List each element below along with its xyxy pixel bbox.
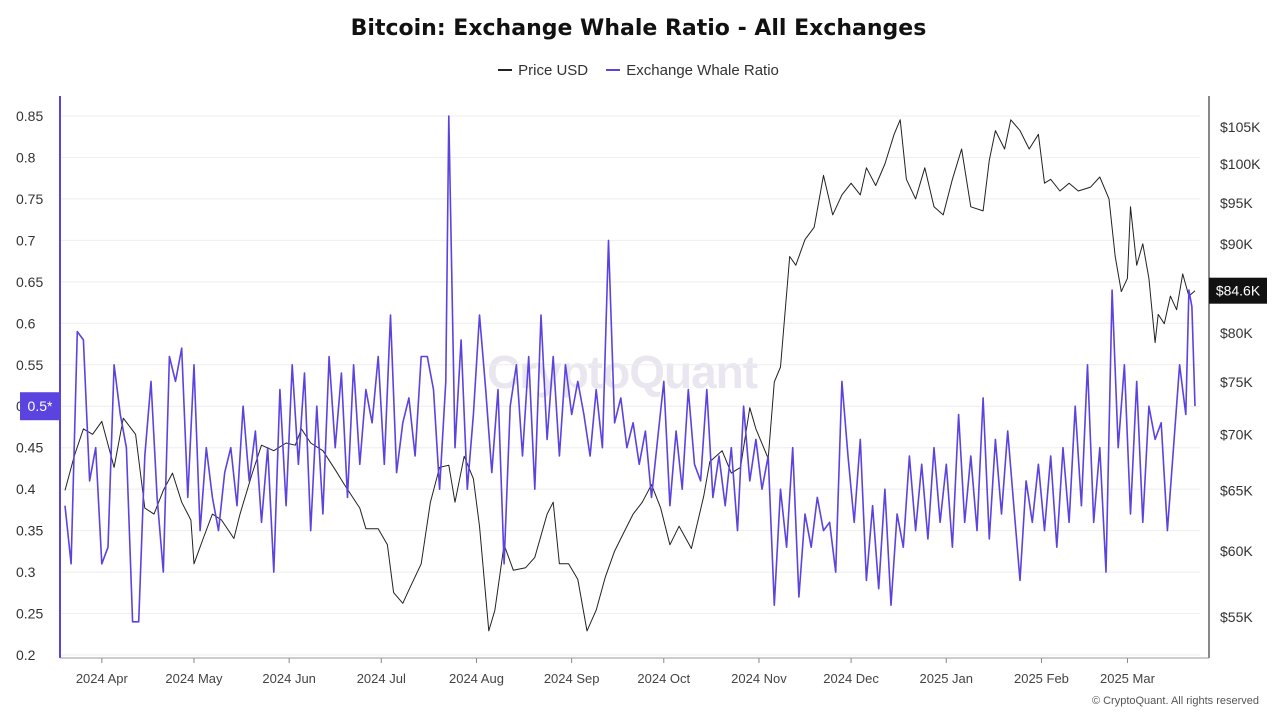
y-left-tick-label: 0.55 <box>16 357 43 373</box>
y-left-tick-label: 0.35 <box>16 523 43 539</box>
y-left-tick-label: 0.65 <box>16 274 43 290</box>
x-tick-label: 2024 Apr <box>76 671 129 686</box>
x-tick-label: 2025 Mar <box>1100 671 1156 686</box>
x-tick-label: 2024 Aug <box>449 671 504 686</box>
series-whale-ratio-line <box>64 115 1196 623</box>
y-right-tick-label: $90K <box>1220 236 1253 252</box>
y-left-tick-label: 0.6 <box>16 315 36 331</box>
y-left-tick-label: 0.4 <box>16 481 36 497</box>
y-left-tick-label: 0.85 <box>16 108 43 124</box>
y-right-tick-label: $75K <box>1220 374 1253 390</box>
axes <box>59 96 1210 663</box>
x-tick-label: 2025 Feb <box>1014 671 1069 686</box>
copyright-notice: © CryptoQuant. All rights reserved <box>1091 695 1259 707</box>
legend-item-ratio[interactable]: Exchange Whale Ratio <box>606 62 779 79</box>
x-tick-label: 2024 Jun <box>262 671 316 686</box>
y-left-tick-label: 0.75 <box>16 191 43 207</box>
chart-title: Bitcoin: Exchange Whale Ratio - All Exch… <box>350 16 927 41</box>
y-left-tick-label: 0.25 <box>16 606 43 622</box>
price-last-badge <box>1209 277 1267 304</box>
x-tick-label: 2024 Dec <box>823 671 879 686</box>
y-left-tick-label: 0.7 <box>16 232 36 248</box>
legend-label-price: Price USD <box>518 61 589 79</box>
tick-labels: 0.850.80.750.70.650.60.550.50.450.40.350… <box>16 108 1261 686</box>
x-tick-label: 2024 Sep <box>544 671 600 686</box>
value-badges: $84.6K 0.5* <box>20 277 1267 421</box>
legend-swatch-ratio <box>606 69 621 71</box>
price-last-badge-label: $84.6K <box>1216 283 1261 299</box>
y-left-tick-label: 0.45 <box>16 440 43 456</box>
legend-swatch-price <box>498 69 513 71</box>
y-left-tick-label: 0.2 <box>16 647 36 663</box>
series-lines <box>64 115 1196 632</box>
legend-item-price[interactable]: Price USD <box>498 62 588 79</box>
x-tick-label: 2024 May <box>165 671 223 686</box>
ratio-level-badge-label: 0.5* <box>28 398 53 414</box>
y-right-tick-label: $65K <box>1220 482 1253 498</box>
y-left-tick-label: 0.8 <box>16 149 36 165</box>
y-right-tick-label: $80K <box>1220 325 1253 341</box>
y-right-tick-label: $60K <box>1220 543 1253 559</box>
series-price-line <box>64 119 1196 632</box>
y-right-tick-label: $95K <box>1220 195 1253 211</box>
y-left-tick-label: 0.3 <box>16 564 36 580</box>
watermark-logo: CryptoQuant <box>487 346 758 398</box>
y-right-tick-label: $70K <box>1220 426 1253 442</box>
legend[interactable]: Price USD Exchange Whale Ratio <box>0 58 1277 79</box>
y-right-tick-label: $55K <box>1220 609 1253 625</box>
legend-label-ratio: Exchange Whale Ratio <box>626 61 779 79</box>
x-tick-label: 2024 Jul <box>357 671 406 686</box>
x-tick-label: 2025 Jan <box>920 671 974 686</box>
y-right-tick-label: $105K <box>1220 119 1261 135</box>
x-tick-label: 2024 Oct <box>637 671 690 686</box>
ratio-level-badge <box>20 392 60 421</box>
x-tick-label: 2024 Nov <box>731 671 787 686</box>
y-right-tick-label: $100K <box>1220 156 1261 172</box>
grid-lines <box>60 115 1200 656</box>
